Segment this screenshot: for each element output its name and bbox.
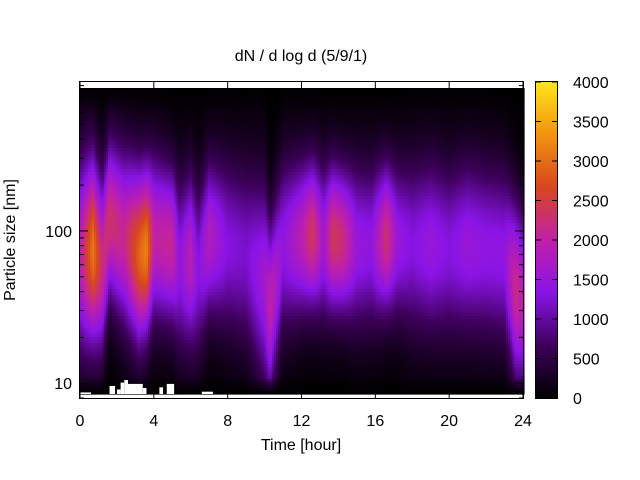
heatmap-layer [80,88,525,395]
chart-title: dN / d log d (5/9/1) [235,48,368,65]
